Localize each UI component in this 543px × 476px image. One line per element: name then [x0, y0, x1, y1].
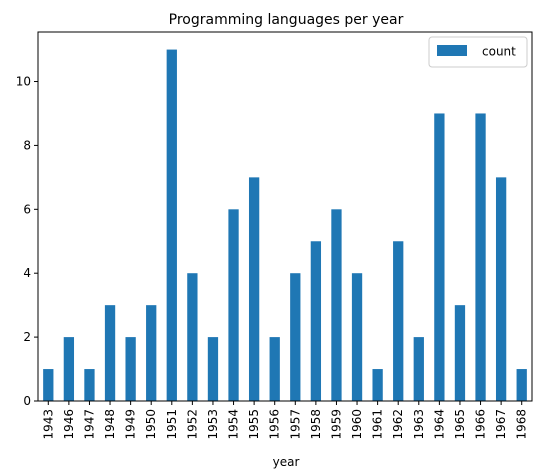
bar-1960	[351, 273, 363, 401]
y-axis-ticks: 0 2 4 6 8 10	[16, 75, 38, 408]
bar-1959	[331, 209, 342, 401]
bar-1963	[413, 337, 424, 401]
x-tick-label: 1953	[206, 409, 220, 440]
bar-1952	[187, 273, 198, 401]
bar-1957	[290, 273, 301, 401]
bar-1951	[166, 49, 177, 401]
x-tick-label: 1968	[515, 409, 529, 440]
bar-1949	[125, 337, 136, 401]
x-tick-label: 1963	[412, 409, 426, 440]
legend-swatch	[437, 45, 467, 56]
x-tick-label: 1946	[62, 409, 76, 440]
y-tick-label: 10	[16, 75, 31, 89]
y-tick-label: 4	[23, 266, 31, 280]
legend: count	[428, 36, 528, 68]
x-tick-label: 1947	[82, 409, 96, 440]
y-tick-label: 2	[23, 330, 31, 344]
x-tick-label: 1951	[165, 409, 179, 440]
bar-1962	[393, 241, 404, 401]
bar-1966	[475, 113, 486, 401]
plot-frame	[37, 31, 533, 402]
bar-1943	[43, 369, 54, 401]
bar-1950	[146, 305, 157, 401]
bar-1946	[63, 337, 75, 401]
bar-1961	[372, 369, 383, 401]
x-tick-label: 1957	[288, 409, 302, 440]
x-tick-label: 1964	[432, 409, 446, 440]
bar-1954	[228, 209, 239, 401]
chart-title: Programming languages per year	[169, 12, 404, 28]
y-tick-label: 6	[23, 202, 31, 216]
legend-label: count	[482, 45, 516, 59]
x-tick-label: 1967	[494, 409, 508, 440]
x-tick-label: 1962	[391, 409, 405, 440]
bar-1953	[207, 337, 219, 401]
bar-1955	[248, 177, 260, 401]
x-tick-label: 1961	[371, 409, 385, 440]
bar-1964	[434, 113, 445, 401]
bar-1965	[454, 305, 466, 401]
y-tick-label: 0	[23, 394, 31, 408]
x-tick-label: 1966	[474, 409, 488, 440]
x-tick-label: 1956	[268, 409, 282, 440]
x-tick-label: 1950	[144, 409, 158, 440]
bars-group	[43, 49, 527, 401]
bar-1948	[104, 305, 116, 401]
x-tick-label: 1965	[453, 409, 467, 440]
x-tick-label: 1958	[309, 409, 323, 440]
x-axis-ticks: 1943 1946 1947 1948 1949 1950 1951 1952 1953 1954…	[41, 401, 529, 440]
x-tick-label: 1952	[185, 409, 199, 440]
bar-1967	[495, 177, 507, 401]
x-tick-label: 1955	[247, 409, 261, 440]
y-tick-label: 8	[23, 138, 31, 152]
x-tick-label: 1959	[329, 409, 343, 440]
x-tick-label: 1948	[103, 409, 117, 440]
x-tick-label: 1949	[124, 409, 138, 440]
legend-box	[428, 36, 528, 68]
bar-1947	[84, 369, 95, 401]
bar-1968	[516, 369, 527, 401]
x-tick-label: 1960	[350, 409, 364, 440]
x-tick-label: 1954	[227, 409, 241, 440]
bar-1956	[269, 337, 280, 401]
x-axis-label: year	[273, 455, 300, 469]
bar-1958	[310, 241, 322, 401]
x-tick-label: 1943	[41, 409, 55, 440]
